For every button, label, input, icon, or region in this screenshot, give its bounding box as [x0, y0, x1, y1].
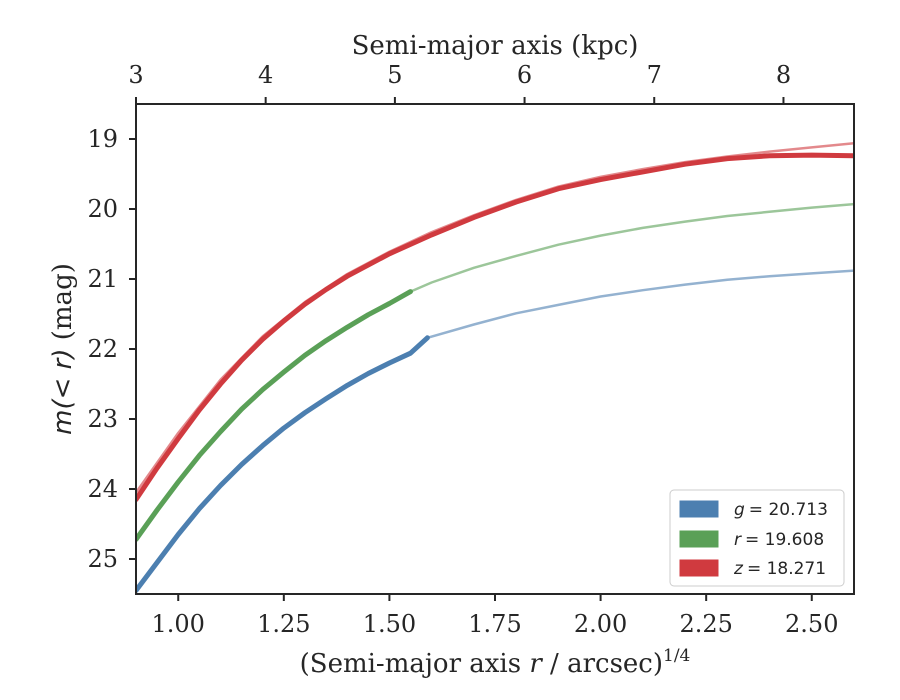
- y-tick-label: 24: [87, 475, 118, 503]
- legend: g = 20.713 r = 19.608 z = 18.271: [669, 489, 845, 587]
- bottom-axis-title: (Semi-major axis r / arcsec)1/4: [300, 646, 691, 679]
- legend-label-g: g = 20.713: [734, 500, 828, 520]
- x-tick-label: 2.25: [679, 610, 732, 638]
- legend-swatch-g: [679, 500, 719, 518]
- model-line-r: [409, 202, 854, 293]
- y-tick-label: 22: [87, 335, 118, 363]
- legend-swatch-z: [679, 559, 719, 577]
- profile-line-z: [136, 152, 854, 502]
- x-tick-label: 2.00: [574, 610, 627, 638]
- y-tick-label: 21: [87, 265, 118, 293]
- profile-line-g: [136, 335, 430, 593]
- y-tick-label: 20: [87, 195, 118, 223]
- y-axis-title: m(< r) (mag): [48, 263, 78, 435]
- model-line-g: [426, 269, 854, 340]
- top-x-tick-label: 5: [387, 61, 402, 89]
- x-tick-label: 2.50: [785, 610, 838, 638]
- legend-label-r: r = 19.608: [734, 530, 824, 550]
- top-x-tick-label: 7: [647, 61, 662, 89]
- x-tick-label: 1.00: [152, 610, 205, 638]
- ticks-layer: 1.00 1.25 1.50 1.75 2.00 2.25 2.50 3 4 5 6 7 8 19 20 21…: [87, 61, 838, 638]
- y-tick-label: 25: [87, 545, 118, 573]
- top-x-tick-label: 8: [776, 61, 791, 89]
- x-tick-label: 1.50: [363, 610, 416, 638]
- top-x-tick-label: 3: [128, 61, 143, 89]
- series-layer: [136, 141, 854, 593]
- top-x-tick-label: 4: [258, 61, 273, 89]
- x-tick-label: 1.75: [468, 610, 521, 638]
- top-axis-title: Semi-major axis (kpc): [352, 31, 639, 61]
- legend-swatch-r: [679, 530, 719, 548]
- top-x-tick-label: 6: [517, 61, 532, 89]
- x-tick-label: 1.25: [257, 610, 310, 638]
- y-tick-label: 23: [87, 405, 118, 433]
- legend-label-z: z = 18.271: [733, 559, 826, 579]
- y-tick-label: 19: [87, 125, 118, 153]
- profile-line-r: [136, 289, 413, 542]
